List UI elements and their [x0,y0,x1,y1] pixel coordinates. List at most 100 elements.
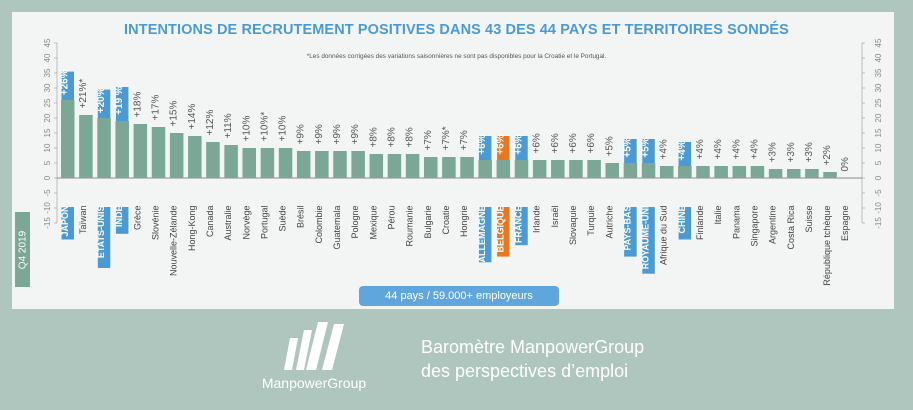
quarter-label: Q4 2019 [17,230,28,269]
value-label: +7% [423,130,434,150]
y-tick-label-left: 40 [43,53,52,62]
category-label-box [515,207,528,246]
bar [551,160,565,178]
category-label: Grèce [132,206,142,231]
y-tick-label-left: 30 [43,83,52,92]
bar [369,154,384,178]
category-label: Roumanie [405,206,415,247]
bar [405,154,420,178]
category-label: Turquie [586,206,596,236]
y-tick-label-left: 15 [43,128,52,137]
bar [678,166,692,178]
value-label: 0% [840,157,851,172]
y-tick-label-left: 45 [43,38,52,47]
value-label: +6% [532,133,543,153]
value-label: +6% [568,133,579,153]
category-label: Bulgarie [423,206,433,239]
category-label-box [642,207,655,274]
bar [641,163,656,178]
value-label-box [478,136,492,160]
value-label: +5% [622,137,633,157]
category-label: Australie [223,206,233,241]
bar [115,121,129,178]
value-label: +6% [477,134,488,154]
category-label: Hongrie [459,206,469,238]
bar [478,160,492,178]
category-label: Afrique du Sud [659,206,669,266]
category-label: Taïwan [78,206,88,235]
bar [532,160,547,178]
value-label: +19 % [114,86,125,115]
category-label-box [624,207,637,257]
value-label: +9% [296,124,307,144]
bar [442,157,456,178]
bar [206,142,220,178]
manpowergroup-logo-icon [284,322,344,370]
y-tick-label-right: -10 [874,202,883,214]
category-label: Panama [731,206,741,240]
value-label-box [115,87,129,121]
category-label: Slovénie [151,206,161,241]
category-label: INDE [114,206,124,228]
category-label: PAYS-BAS [622,206,632,251]
y-tick-label-right: 20 [874,113,883,122]
category-label: Italie [713,206,723,225]
value-label: +10% [241,116,252,142]
bar [569,160,583,178]
y-tick-label-left: -10 [43,202,52,214]
y-tick-label-right: 25 [874,98,883,107]
barometer-line-2: des perspectives d’emploi [421,361,629,381]
category-label: ÉTATS-UNIS [96,206,106,259]
value-label: +8% [368,127,379,147]
category-label: Portugal [259,206,269,240]
value-label: +4% [659,139,670,159]
chart-title: INTENTIONS DE RECRUTEMENT POSITIVES DANS… [124,22,789,38]
value-label: +4% [731,139,742,159]
value-label-box [97,89,111,118]
bar [97,118,111,178]
value-label: +6% [550,133,561,153]
category-label: ALLEMAGNE [477,206,487,263]
value-label: +9% [314,124,325,144]
value-label: +3% [804,142,815,162]
value-label: +10% [278,116,289,142]
category-label: Brésil [296,206,306,229]
value-label: +20% [96,87,107,113]
bar [732,166,747,178]
category-label: FRANCE [514,206,524,244]
y-tick-label-right: 0 [874,175,883,180]
bar [823,172,837,178]
bar [460,157,474,178]
category-label: Singapore [749,206,759,247]
category-label: Suède [278,206,288,232]
category-label: Suisse [804,206,814,233]
value-label: +8% [386,127,397,147]
y-tick-label-left: 10 [43,143,52,152]
y-tick-label-left: 35 [43,68,52,77]
y-tick-label-right: 10 [874,143,883,152]
bar [514,160,529,178]
category-label: Costa Rica [786,206,796,250]
value-label: +3% [768,142,779,162]
y-tick-label-left: 20 [43,113,52,122]
bar [787,169,801,178]
bar [351,151,365,178]
bar [424,157,438,178]
bar [79,115,93,178]
category-label: Hong-Kong [187,206,197,252]
value-label: +18% [132,92,143,118]
value-label: +2% [822,145,833,165]
bar [587,160,601,178]
value-label: +6% [586,133,597,153]
bar [61,100,75,178]
category-label: Colombie [314,206,324,244]
category-label: Canada [205,206,215,238]
bar [224,145,238,178]
value-label: +21%* [78,79,89,109]
bar [387,154,402,178]
category-label-box [678,207,692,240]
category-label: Nouvelle-Zélande [169,206,179,277]
y-tick-label-right: 5 [874,160,883,165]
category-label-box [478,207,492,263]
y-tick-label-right: 15 [874,128,883,137]
